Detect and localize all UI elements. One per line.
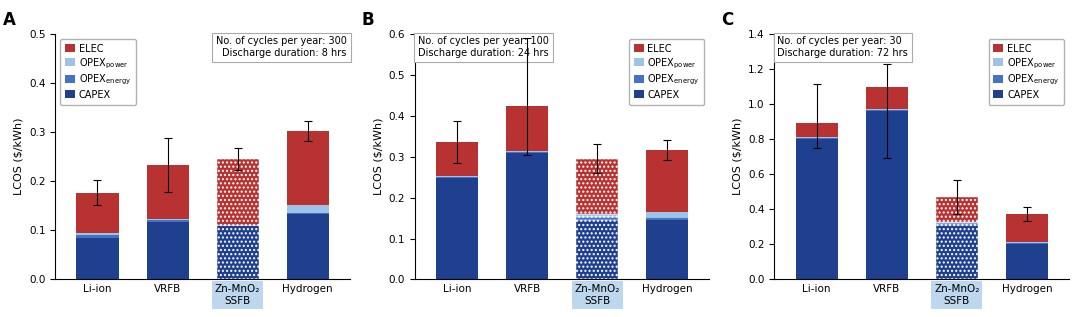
Text: No. of cycles per year: 300
Discharge duration: 8 hrs: No. of cycles per year: 300 Discharge du…	[216, 36, 347, 58]
Bar	[217, 225, 259, 279]
Bar	[576, 214, 618, 217]
Bar	[1005, 242, 1048, 243]
Bar	[865, 110, 907, 111]
Text: No. of cycles per year: 30
Discharge duration: 72 hrs: No. of cycles per year: 30 Discharge dur…	[778, 36, 908, 58]
Bar	[576, 220, 618, 279]
Bar	[646, 212, 688, 218]
Bar	[436, 177, 478, 178]
Bar	[935, 222, 977, 223]
Bar	[286, 205, 328, 213]
Text: No. of cycles per year: 100
Discharge duration: 24 hrs: No. of cycles per year: 100 Discharge du…	[418, 36, 549, 58]
Bar	[935, 197, 977, 222]
Legend: ELEC, OPEX$_\mathregular{power}$, OPEX$_\mathregular{energy}$, CAPEX: ELEC, OPEX$_\mathregular{power}$, OPEX$_…	[60, 39, 136, 105]
Bar	[935, 223, 977, 225]
Bar	[507, 151, 549, 152]
Bar	[865, 111, 907, 279]
Bar	[286, 214, 328, 279]
Bar	[646, 220, 688, 279]
Y-axis label: LCOS ($/kWh): LCOS ($/kWh)	[374, 118, 383, 196]
Bar	[77, 238, 119, 279]
Text: C: C	[721, 11, 733, 29]
Bar	[796, 123, 838, 138]
Bar	[576, 217, 618, 220]
Bar	[147, 222, 189, 279]
Bar	[935, 225, 977, 279]
Bar	[507, 152, 549, 153]
Bar	[147, 220, 189, 222]
Bar	[436, 178, 478, 279]
Bar	[865, 87, 907, 109]
Bar	[147, 218, 189, 220]
Text: B: B	[362, 11, 375, 29]
Bar	[796, 139, 838, 279]
Y-axis label: LCOS ($/kWh): LCOS ($/kWh)	[14, 118, 24, 196]
Bar	[436, 142, 478, 176]
Bar	[77, 192, 119, 233]
Bar	[865, 109, 907, 110]
Bar	[796, 138, 838, 139]
Bar	[576, 159, 618, 214]
Bar	[646, 150, 688, 212]
Bar	[286, 213, 328, 214]
Bar	[147, 165, 189, 218]
Bar	[286, 131, 328, 205]
Y-axis label: LCOS ($/kWh): LCOS ($/kWh)	[732, 118, 743, 196]
Bar	[436, 176, 478, 177]
Bar	[507, 106, 549, 151]
Bar	[646, 218, 688, 220]
Text: A: A	[2, 11, 15, 29]
Bar	[217, 159, 259, 225]
Legend: ELEC, OPEX$_\mathregular{power}$, OPEX$_\mathregular{energy}$, CAPEX: ELEC, OPEX$_\mathregular{power}$, OPEX$_…	[988, 39, 1064, 105]
Bar	[77, 235, 119, 238]
Bar	[1005, 244, 1048, 279]
Bar	[507, 153, 549, 279]
Bar	[1005, 243, 1048, 244]
Bar	[77, 233, 119, 235]
Legend: ELEC, OPEX$_\mathregular{power}$, OPEX$_\mathregular{energy}$, CAPEX: ELEC, OPEX$_\mathregular{power}$, OPEX$_…	[629, 39, 704, 105]
Bar	[1005, 214, 1048, 242]
